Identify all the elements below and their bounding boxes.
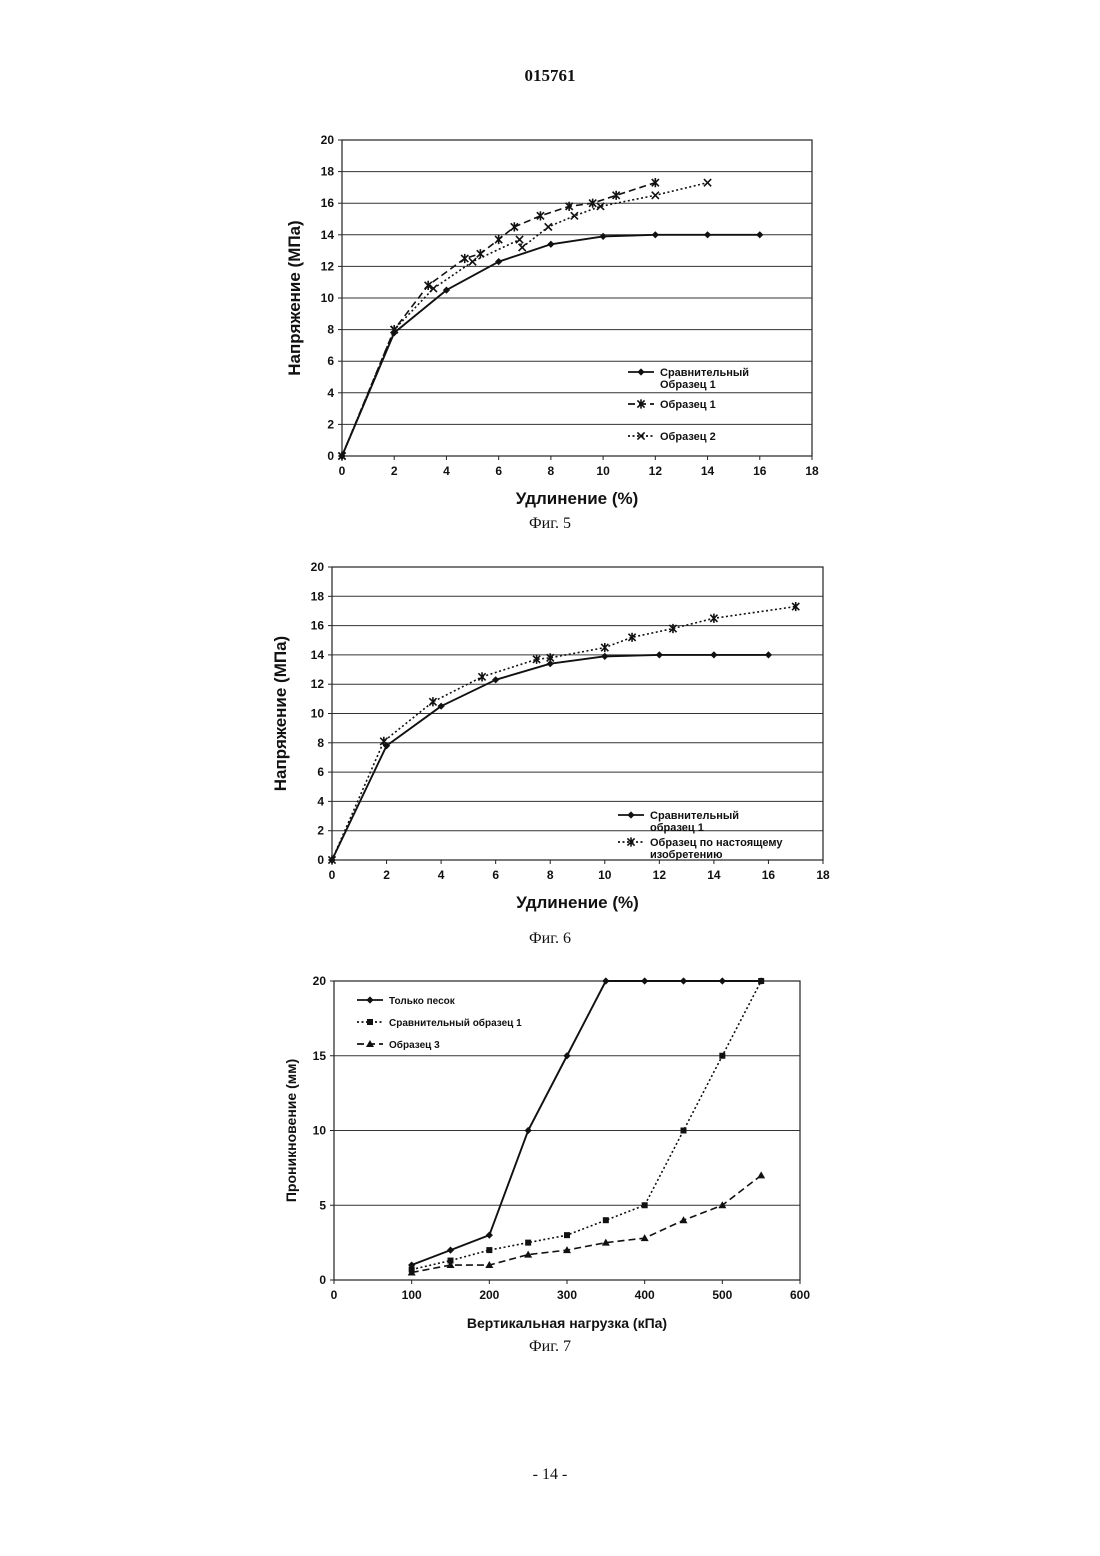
- y-tick-label: 18: [321, 165, 335, 179]
- x-axis-label: Удлинение (%): [516, 489, 639, 508]
- y-axis-label: Проникновение (мм): [283, 1059, 299, 1202]
- y-tick-label: 14: [321, 228, 335, 242]
- y-tick-label: 10: [321, 291, 335, 305]
- data-point-series-2: [681, 1128, 687, 1134]
- y-tick-label: 2: [317, 824, 324, 838]
- y-tick-label: 16: [311, 619, 325, 633]
- data-point-series-2: [486, 1247, 492, 1253]
- x-tick-label: 200: [479, 1288, 499, 1302]
- y-tick-label: 16: [321, 196, 335, 210]
- x-tick-label: 500: [712, 1288, 732, 1302]
- x-tick-label: 14: [707, 868, 721, 882]
- y-axis-label: Напряжение (МПа): [271, 636, 290, 791]
- x-tick-label: 600: [790, 1288, 810, 1302]
- y-tick-label: 10: [313, 1124, 327, 1138]
- y-tick-label: 20: [313, 974, 327, 988]
- data-point-series-2: [758, 978, 764, 984]
- y-tick-label: 8: [317, 736, 324, 750]
- y-tick-label: 0: [317, 853, 324, 867]
- y-tick-label: 0: [327, 449, 334, 463]
- data-point-series-2: [525, 1240, 531, 1246]
- figure-6-caption: Фиг. 6: [0, 930, 1100, 948]
- page-number: - 14 -: [0, 1466, 1100, 1484]
- figure-5-caption: Фиг. 5: [0, 515, 1100, 533]
- x-tick-label: 14: [701, 464, 715, 478]
- x-axis-label: Удлинение (%): [516, 893, 639, 912]
- figure-6-chart: 0 2 4 6 8 10 12 14 16 18 20 0 2 4 6 8 10 12 14 16 18 Удлинени…: [0, 545, 1100, 930]
- x-tick-label: 0: [329, 868, 336, 882]
- y-tick-label: 20: [321, 133, 335, 147]
- x-tick-label: 12: [649, 464, 663, 478]
- y-axis-label: Напряжение (МПа): [285, 220, 304, 375]
- document-number: 015761: [0, 66, 1100, 86]
- x-tick-label: 18: [816, 868, 830, 882]
- data-point-series-2: [564, 1232, 570, 1238]
- data-point-series-2: [719, 1053, 725, 1059]
- x-tick-label: 4: [438, 868, 445, 882]
- x-tick-label: 10: [596, 464, 610, 478]
- y-tick-label: 20: [311, 560, 325, 574]
- y-tick-label: 0: [319, 1273, 326, 1287]
- y-tick-label: 6: [317, 765, 324, 779]
- data-point-series-2: [603, 1217, 609, 1223]
- x-tick-label: 0: [331, 1288, 338, 1302]
- x-tick-label: 6: [495, 464, 502, 478]
- x-tick-label: 2: [383, 868, 390, 882]
- legend-label-2: Образец по настоящему: [650, 837, 783, 849]
- data-point-series-2: [642, 1202, 648, 1208]
- y-tick-label: 4: [317, 794, 324, 808]
- y-tick-label: 2: [327, 417, 334, 431]
- x-tick-label: 6: [492, 868, 499, 882]
- legend-label-2: Сравнительный образец 1: [389, 1017, 522, 1029]
- x-tick-label: 2: [391, 464, 398, 478]
- y-tick-label: 4: [327, 386, 334, 400]
- x-tick-label: 400: [635, 1288, 655, 1302]
- y-tick-label: 12: [311, 677, 325, 691]
- y-tick-label: 8: [327, 323, 334, 337]
- legend-label-2: изобретению: [650, 849, 722, 861]
- figure-7-chart: 051015200100200300400500600Вертикальная …: [0, 960, 1100, 1338]
- x-tick-label: 10: [598, 868, 612, 882]
- x-tick-label: 0: [339, 464, 346, 478]
- legend-label-3: Образец 3: [389, 1039, 440, 1051]
- x-tick-label: 16: [762, 868, 776, 882]
- y-tick-label: 6: [327, 354, 334, 368]
- x-tick-label: 12: [653, 868, 667, 882]
- legend-marker-2: [367, 1019, 373, 1025]
- y-tick-label: 5: [319, 1198, 326, 1212]
- legend-label-1: Только песок: [389, 996, 456, 1007]
- x-tick-label: 100: [402, 1288, 422, 1302]
- legend-label-1: Сравнительный: [660, 367, 749, 379]
- legend-label-3: Образец 2: [660, 431, 716, 443]
- x-tick-label: 8: [548, 464, 555, 478]
- legend-label-2: Образец 1: [660, 399, 716, 411]
- y-tick-label: 15: [313, 1049, 327, 1063]
- x-axis-label: Вертикальная нагрузка (кПа): [467, 1315, 667, 1331]
- y-tick-label: 10: [311, 707, 325, 721]
- x-tick-label: 4: [443, 464, 450, 478]
- figure-5-chart: 0 2 4 6 8 10 12 14 16 18 20 0 2 4 6 8 10 12 14 16 18 Удлинени…: [0, 120, 1100, 515]
- y-tick-label: 12: [321, 259, 335, 273]
- legend-label-1: Образец 1: [660, 379, 716, 391]
- y-tick-label: 14: [311, 648, 325, 662]
- x-tick-label: 300: [557, 1288, 577, 1302]
- figure-7-caption: Фиг. 7: [0, 1338, 1100, 1356]
- x-tick-label: 18: [805, 464, 819, 478]
- y-tick-label: 18: [311, 589, 325, 603]
- legend-label-1: Сравнительный: [650, 810, 739, 822]
- x-tick-label: 8: [547, 868, 554, 882]
- legend-label-1: образец 1: [650, 822, 704, 834]
- x-tick-label: 16: [753, 464, 767, 478]
